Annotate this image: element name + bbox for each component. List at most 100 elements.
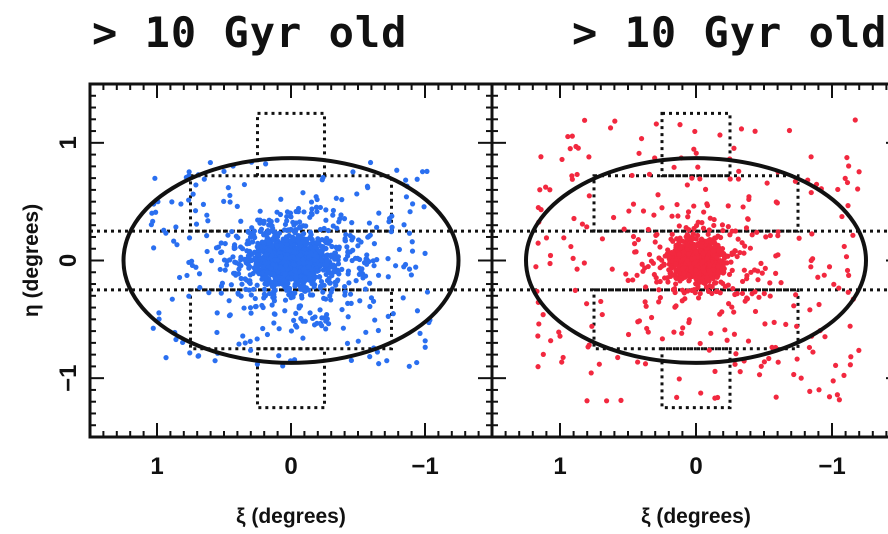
data-point — [163, 355, 169, 361]
data-point — [682, 296, 688, 302]
data-point — [218, 290, 224, 296]
data-point — [669, 250, 676, 256]
data-point — [746, 196, 752, 203]
data-point — [709, 284, 715, 290]
data-point — [704, 255, 710, 261]
data-point — [270, 261, 276, 268]
data-point — [642, 361, 649, 367]
data-point — [221, 168, 227, 174]
data-point — [254, 336, 260, 342]
data-point — [640, 208, 647, 214]
data-point — [615, 354, 621, 361]
data-point — [822, 334, 828, 340]
data-point — [685, 242, 691, 248]
data-point — [227, 192, 233, 199]
data-point — [406, 363, 412, 369]
data-point — [422, 344, 428, 350]
data-point — [400, 295, 406, 301]
data-point — [224, 262, 230, 268]
data-point — [317, 262, 323, 268]
data-point — [384, 358, 390, 364]
data-point — [250, 270, 256, 277]
data-point — [218, 240, 224, 246]
x-tick-label: −1 — [411, 453, 438, 480]
data-point — [686, 317, 692, 323]
data-point — [263, 232, 269, 239]
data-point — [767, 280, 773, 286]
data-point — [666, 254, 673, 260]
data-point — [323, 296, 329, 302]
data-point — [330, 212, 336, 218]
data-point — [230, 270, 237, 276]
data-point — [274, 242, 280, 249]
data-point — [852, 117, 858, 123]
data-point — [695, 283, 701, 289]
data-point — [717, 132, 723, 138]
data-point — [701, 209, 707, 215]
data-point — [286, 232, 292, 239]
panel-0: 1 0 −1 1 0 −1 ξ (degrees) η (degrees) — [20, 82, 494, 528]
data-point — [417, 330, 423, 336]
data-point — [330, 207, 337, 214]
data-point — [778, 280, 784, 286]
data-point — [406, 230, 413, 236]
data-point — [764, 180, 770, 186]
data-point — [758, 363, 764, 369]
y-tick-label: 0 — [55, 254, 82, 267]
data-point — [848, 354, 854, 360]
data-point — [665, 279, 671, 285]
data-point — [186, 259, 192, 266]
data-point — [261, 286, 268, 292]
data-point — [226, 298, 232, 304]
data-point — [241, 181, 248, 188]
data-point — [290, 237, 296, 243]
data-point — [807, 388, 813, 394]
data-point — [300, 283, 307, 289]
data-point — [308, 232, 314, 238]
data-point — [711, 222, 717, 229]
data-point — [547, 187, 553, 193]
data-point — [307, 244, 314, 250]
data-point — [291, 222, 297, 228]
data-point — [261, 218, 267, 224]
data-point — [773, 270, 779, 276]
data-point — [808, 189, 814, 196]
data-point — [654, 279, 660, 285]
data-point — [729, 304, 735, 310]
data-point — [303, 223, 309, 229]
data-point — [193, 221, 200, 227]
data-point — [745, 216, 751, 222]
data-point — [630, 201, 637, 207]
data-point — [265, 281, 271, 287]
data-point — [263, 161, 269, 167]
data-point — [728, 259, 734, 265]
data-point — [689, 287, 695, 293]
data-point — [324, 252, 331, 258]
data-point — [332, 256, 338, 262]
data-point — [625, 277, 631, 284]
data-point — [278, 243, 285, 249]
data-point — [186, 169, 192, 175]
data-point — [267, 247, 273, 254]
data-point — [256, 252, 262, 258]
data-point — [547, 252, 554, 259]
data-point — [362, 273, 369, 279]
data-point — [688, 264, 694, 271]
data-point — [679, 330, 685, 336]
data-point — [669, 213, 675, 219]
data-point — [752, 289, 758, 295]
data-point — [612, 118, 618, 124]
data-point — [573, 143, 579, 150]
data-point — [747, 245, 753, 251]
data-point — [314, 209, 320, 215]
data-point — [231, 244, 237, 250]
data-point — [732, 361, 738, 367]
data-point — [673, 281, 679, 287]
data-point — [691, 245, 697, 251]
data-point — [850, 232, 856, 238]
data-point — [698, 236, 705, 242]
data-point — [217, 266, 223, 273]
data-point — [604, 398, 610, 404]
data-point — [588, 370, 594, 376]
